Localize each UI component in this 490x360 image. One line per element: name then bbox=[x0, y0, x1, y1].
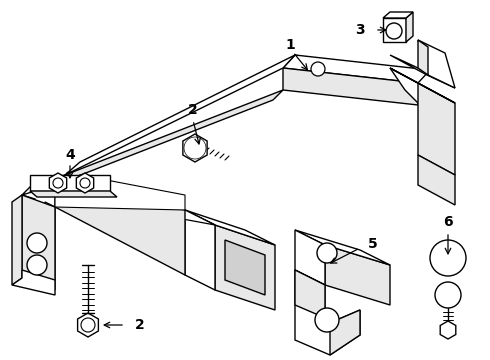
Circle shape bbox=[27, 233, 47, 253]
Polygon shape bbox=[283, 68, 418, 105]
Circle shape bbox=[184, 137, 206, 159]
Circle shape bbox=[187, 140, 203, 156]
Polygon shape bbox=[406, 12, 413, 42]
Circle shape bbox=[80, 178, 90, 188]
Polygon shape bbox=[12, 270, 55, 295]
Polygon shape bbox=[440, 321, 456, 339]
Polygon shape bbox=[30, 175, 110, 191]
Polygon shape bbox=[325, 245, 390, 305]
Polygon shape bbox=[55, 185, 185, 275]
Circle shape bbox=[430, 240, 466, 276]
Text: 3: 3 bbox=[355, 23, 365, 37]
Text: 4: 4 bbox=[65, 148, 75, 162]
Polygon shape bbox=[225, 240, 265, 295]
Text: 5: 5 bbox=[368, 237, 378, 251]
Polygon shape bbox=[22, 195, 55, 280]
Text: 1: 1 bbox=[285, 38, 295, 52]
Polygon shape bbox=[49, 173, 67, 193]
Polygon shape bbox=[390, 68, 445, 130]
Polygon shape bbox=[295, 230, 325, 285]
Polygon shape bbox=[183, 134, 207, 162]
Circle shape bbox=[435, 282, 461, 308]
Polygon shape bbox=[418, 83, 455, 175]
Circle shape bbox=[311, 62, 325, 76]
Polygon shape bbox=[185, 210, 215, 290]
Polygon shape bbox=[390, 68, 455, 103]
Circle shape bbox=[53, 178, 63, 188]
Circle shape bbox=[81, 318, 95, 332]
Text: 2: 2 bbox=[135, 318, 145, 332]
Polygon shape bbox=[185, 210, 275, 245]
Polygon shape bbox=[65, 55, 295, 175]
Polygon shape bbox=[295, 270, 360, 355]
Polygon shape bbox=[55, 90, 283, 185]
Polygon shape bbox=[418, 40, 455, 88]
Circle shape bbox=[386, 23, 402, 39]
Polygon shape bbox=[55, 185, 215, 225]
Polygon shape bbox=[383, 12, 413, 18]
Polygon shape bbox=[22, 175, 65, 195]
Polygon shape bbox=[283, 55, 430, 83]
Polygon shape bbox=[418, 40, 428, 75]
Polygon shape bbox=[283, 55, 355, 81]
Polygon shape bbox=[295, 270, 360, 355]
Polygon shape bbox=[383, 18, 406, 42]
Polygon shape bbox=[55, 175, 185, 210]
Polygon shape bbox=[215, 225, 275, 310]
Polygon shape bbox=[30, 191, 117, 197]
Text: 2: 2 bbox=[188, 103, 198, 117]
Circle shape bbox=[315, 308, 339, 332]
Circle shape bbox=[317, 243, 337, 263]
Text: 6: 6 bbox=[443, 215, 453, 229]
Circle shape bbox=[27, 255, 47, 275]
Polygon shape bbox=[77, 313, 98, 337]
Polygon shape bbox=[418, 155, 455, 205]
Polygon shape bbox=[22, 195, 55, 290]
Polygon shape bbox=[12, 195, 22, 285]
Polygon shape bbox=[295, 230, 390, 265]
Polygon shape bbox=[390, 55, 455, 88]
Polygon shape bbox=[76, 173, 94, 193]
